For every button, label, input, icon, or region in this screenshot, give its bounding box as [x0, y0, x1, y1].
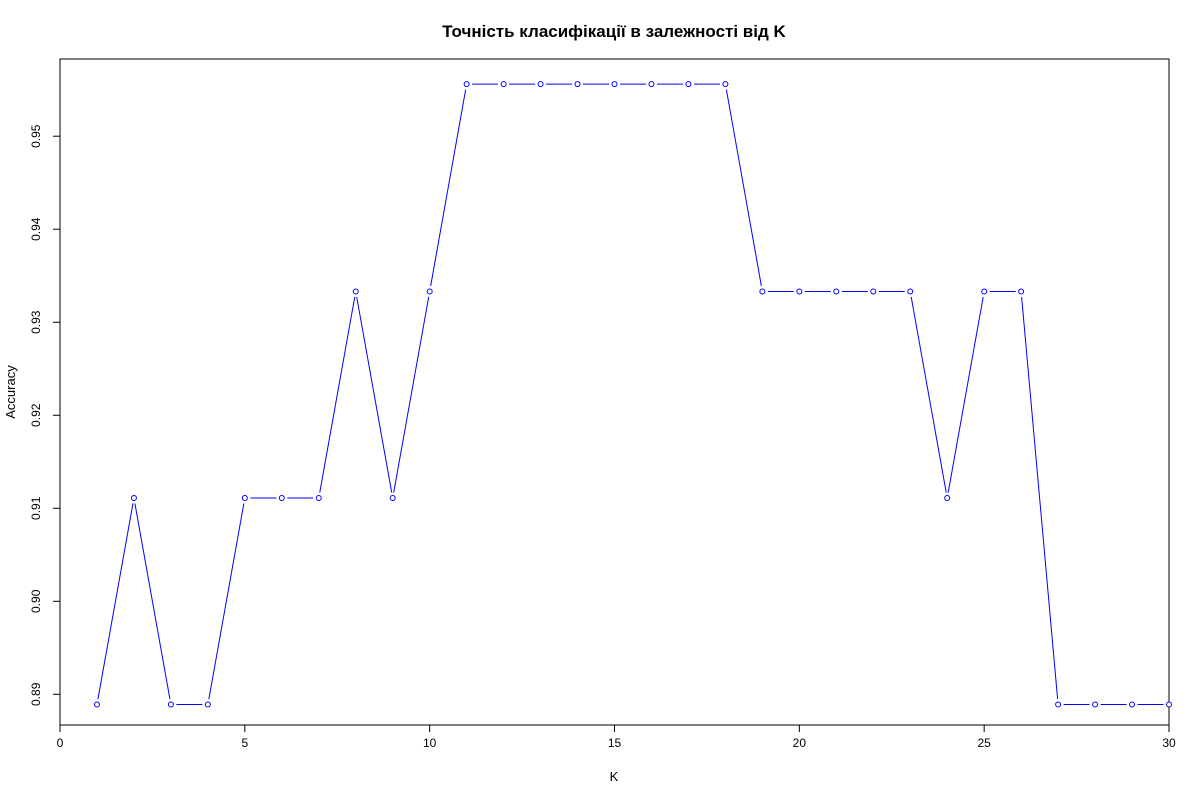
x-axis: 0 5 10 15 20 25 30	[57, 724, 1176, 750]
x-tick-label: 25	[977, 736, 991, 750]
data-point	[426, 288, 433, 295]
data-point	[389, 495, 396, 502]
data-point	[93, 701, 100, 708]
series-layer	[93, 81, 1172, 708]
series-line-segment	[725, 89, 762, 287]
data-point	[722, 81, 729, 88]
y-axis-label: Accuracy	[3, 365, 18, 419]
x-tick-label: 0	[57, 736, 64, 750]
data-point	[648, 81, 655, 88]
y-tick-label: 0.91	[29, 496, 43, 520]
data-point	[241, 495, 248, 502]
data-point	[870, 288, 877, 295]
data-point	[1166, 701, 1172, 708]
x-tick-label: 30	[1162, 736, 1176, 750]
data-point	[1129, 701, 1136, 708]
y-tick-label: 0.92	[29, 403, 43, 427]
x-tick-label: 20	[793, 736, 807, 750]
y-tick-label: 0.89	[29, 682, 43, 706]
series-line-segment	[393, 296, 430, 493]
series-line-segment	[208, 503, 245, 700]
series-line-segment	[319, 296, 356, 493]
chart-title: Точність класифікації в залежності від K	[442, 22, 786, 41]
y-tick-label: 0.93	[29, 310, 43, 334]
data-point	[907, 288, 914, 295]
series-line-segment	[1021, 296, 1059, 700]
plot-frame	[59, 58, 1170, 726]
data-point	[611, 81, 618, 88]
data-point	[944, 495, 951, 502]
data-point	[352, 288, 359, 295]
series-line-segment	[134, 503, 171, 700]
data-point	[1092, 701, 1099, 708]
data-point	[537, 81, 544, 88]
data-point	[1018, 288, 1025, 295]
data-point	[833, 288, 840, 295]
data-point	[278, 495, 285, 502]
data-point	[1055, 701, 1062, 708]
data-point	[500, 81, 507, 88]
x-tick-label: 5	[241, 736, 248, 750]
data-point	[574, 81, 581, 88]
series-line-segment	[430, 89, 467, 287]
y-tick-label: 0.90	[29, 589, 43, 613]
x-axis-label: K	[610, 769, 619, 784]
x-tick-label: 10	[423, 736, 437, 750]
series-line-segment	[910, 296, 947, 493]
y-tick-label: 0.94	[29, 217, 43, 241]
data-point	[315, 495, 322, 502]
series-line-segment	[97, 503, 134, 700]
data-point	[204, 701, 211, 708]
series-line-segment	[356, 296, 393, 493]
data-point	[796, 288, 803, 295]
data-point	[463, 81, 470, 88]
y-tick-label: 0.95	[29, 124, 43, 148]
data-point	[981, 288, 988, 295]
x-tick-label: 15	[608, 736, 622, 750]
data-point	[130, 495, 137, 502]
data-point	[685, 81, 692, 88]
series-line-segment	[947, 296, 984, 493]
data-point	[759, 288, 766, 295]
data-point	[167, 701, 174, 708]
y-axis: 0.89 0.90 0.91 0.92 0.93 0.94 0.95	[29, 124, 61, 706]
